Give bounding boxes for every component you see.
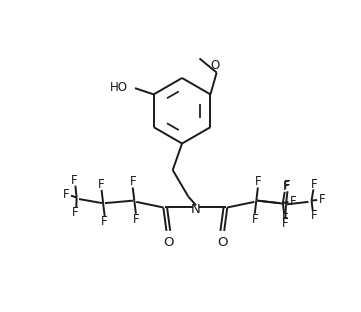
Text: F: F (282, 212, 289, 225)
Text: F: F (98, 178, 105, 191)
Text: N: N (191, 202, 201, 216)
Text: F: F (284, 179, 291, 192)
Text: F: F (130, 175, 136, 188)
Text: O: O (163, 236, 174, 249)
Text: F: F (71, 174, 77, 187)
Text: F: F (282, 217, 289, 230)
Text: HO: HO (110, 81, 128, 94)
Text: F: F (132, 213, 139, 226)
Text: F: F (290, 195, 296, 208)
Text: O: O (217, 236, 227, 249)
Text: F: F (318, 193, 325, 206)
Text: F: F (63, 188, 70, 201)
Text: F: F (283, 180, 289, 193)
Text: F: F (72, 206, 78, 219)
Text: F: F (311, 209, 317, 222)
Text: F: F (311, 178, 318, 191)
Text: F: F (252, 213, 258, 226)
Text: F: F (101, 215, 108, 228)
Text: O: O (210, 59, 220, 71)
Text: F: F (255, 175, 261, 188)
